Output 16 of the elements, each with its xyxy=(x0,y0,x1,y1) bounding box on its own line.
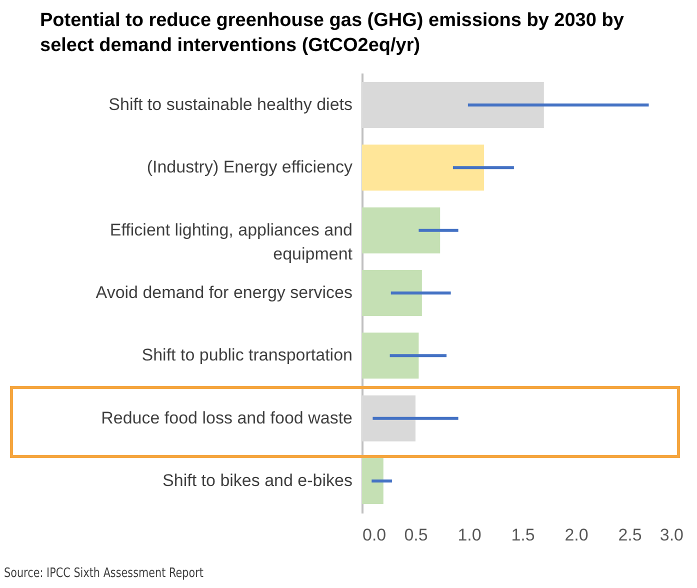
source-note: Source: IPCC Sixth Assessment Report xyxy=(4,566,204,581)
x-tick-label: 1.0 xyxy=(458,526,482,544)
y-tick-label: Efficient lighting, appliances and equipment xyxy=(110,220,353,264)
chart-title: Potential to reduce greenhouse gas (GHG) emissions by 2030 by select demand interventions (GtCO2eq/yr) xyxy=(40,9,625,58)
y-tick-label: Avoid demand for energy services xyxy=(96,283,352,302)
x-tick-label: 1.5 xyxy=(511,526,535,544)
x-tick-label: 2.5 xyxy=(618,526,642,544)
y-tick-label: Shift to bikes and e-bikes xyxy=(162,471,352,490)
y-tick-label: Reduce food loss and food waste xyxy=(101,408,352,428)
y-tick-label: Shift to sustainable healthy diets xyxy=(108,94,352,114)
y-tick-label: (Industry) Energy efficiency xyxy=(146,158,353,177)
x-tick-label: 2.0 xyxy=(564,526,588,544)
x-tick-label: 0.5 xyxy=(404,526,428,544)
x-tick-label: 3.0 xyxy=(660,526,684,544)
y-tick-label: Shift to public transportation xyxy=(142,346,352,365)
x-tick-label: 0.0 xyxy=(362,526,386,544)
